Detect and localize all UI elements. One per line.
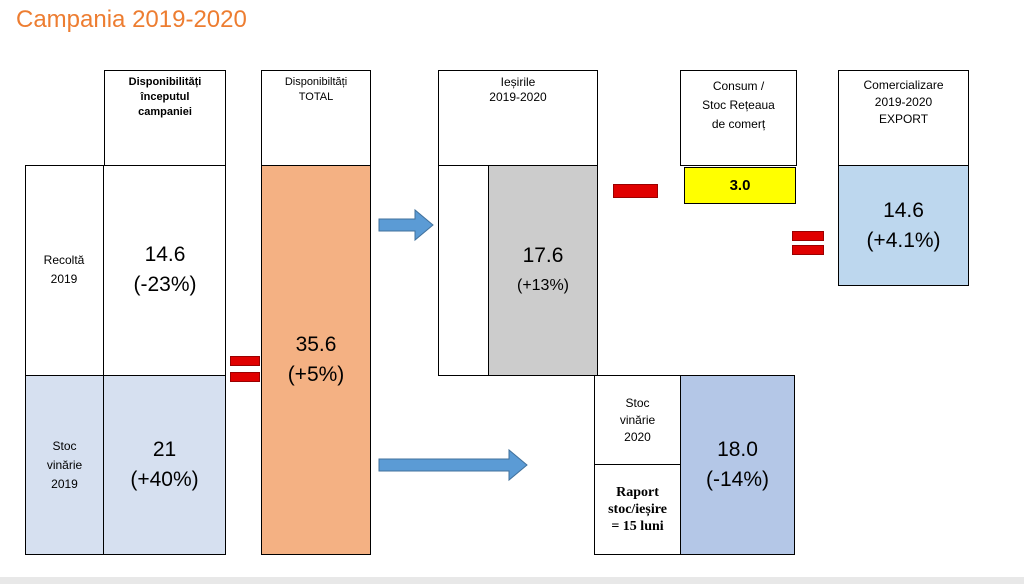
header-line: 2019-2020 <box>874 95 933 109</box>
stock-2019-label-line: 2019 <box>51 476 78 491</box>
equals-icon <box>230 372 260 382</box>
slide-bottom-band <box>0 577 1024 584</box>
stock-2020-quantity: 18.0 <box>717 438 758 461</box>
total-value: 35.6 (+5%) <box>261 165 371 555</box>
header-line: de comerț <box>711 117 766 131</box>
stock-ratio-line: = 15 luni <box>611 519 664 534</box>
outflows-quantity: 17.6 <box>522 243 564 267</box>
header-line: TOTAL <box>298 91 334 103</box>
header-line: Comercializare <box>863 78 944 92</box>
stock-2020-value: 18.0 (-14%) <box>680 375 795 555</box>
right-arrow-icon <box>378 448 528 482</box>
harvest-value: 14.6 (-23%) <box>104 165 226 375</box>
header-consumption: Consum / Stoc Rețeaua de comerț <box>680 70 797 166</box>
equals-icon <box>230 356 260 366</box>
stock-2020-label-line: vinărie <box>619 412 656 427</box>
header-line: Consum / <box>712 79 765 93</box>
header-availability-total: Disponibiltăți TOTAL <box>261 70 371 166</box>
consumption-value: 3.0 <box>684 167 796 204</box>
outflows-value: 17.6 (+13%) <box>488 165 598 376</box>
equals-icon <box>792 231 824 241</box>
stock-2019-label-line: Stoc <box>52 438 77 453</box>
outflows-change: (+13%) <box>516 276 570 294</box>
stock-2019-label-line: vinărie <box>46 457 83 472</box>
harvest-quantity: 14.6 <box>144 243 186 266</box>
stock-2020-label-line: Stoc <box>625 395 650 410</box>
stock-ratio-line: stoc/ieșire <box>608 502 667 517</box>
stock-2020-label-line: 2020 <box>624 429 651 444</box>
stock-2020-label: Stoc vinărie 2020 <box>594 375 681 465</box>
header-export: Comercializare 2019-2020 EXPORT <box>838 70 969 166</box>
harvest-change: (-23%) <box>133 273 197 296</box>
stock-2020-change: (-14%) <box>705 468 769 491</box>
export-change: (+4.1%) <box>866 228 941 252</box>
header-line: Disponibilități <box>128 76 202 88</box>
header-line: campaniei <box>138 106 192 118</box>
stock-ratio-line: Raport <box>616 485 659 500</box>
stock-2019-quantity: 21 <box>152 438 177 461</box>
header-line: Disponibiltăți <box>284 76 348 88</box>
total-quantity: 35.6 <box>295 333 337 356</box>
stock-ratio: Raport stoc/ieșire = 15 luni <box>594 464 681 555</box>
right-arrow-icon <box>378 208 434 242</box>
header-outflows: Ieșirile 2019-2020 <box>438 70 598 166</box>
stock-2019-change: (+40%) <box>130 468 199 491</box>
header-line: începutul <box>140 91 190 103</box>
header-availability-start: Disponibilități începutul campaniei <box>104 70 226 166</box>
header-line: 2019-2020 <box>489 90 547 104</box>
harvest-label-line: 2019 <box>50 272 78 286</box>
total-change: (+5%) <box>287 363 345 386</box>
stock-2019-value: 21 (+40%) <box>104 375 226 555</box>
export-quantity: 14.6 <box>883 198 924 222</box>
equals-icon <box>792 245 824 255</box>
stock-2019-label: Stoc vinărie 2019 <box>25 375 104 555</box>
header-line: Stoc Rețeaua <box>702 98 775 112</box>
harvest-label-line: Recoltă <box>43 253 85 267</box>
minus-icon <box>613 184 658 198</box>
export-value: 14.6 (+4.1%) <box>838 165 969 286</box>
header-line: Ieșirile <box>500 75 536 89</box>
consumption-quantity: 3.0 <box>729 176 751 194</box>
harvest-label: Recoltă 2019 <box>25 165 104 375</box>
page-title: Campania 2019-2020 <box>16 6 247 33</box>
header-line: EXPORT <box>878 112 929 126</box>
